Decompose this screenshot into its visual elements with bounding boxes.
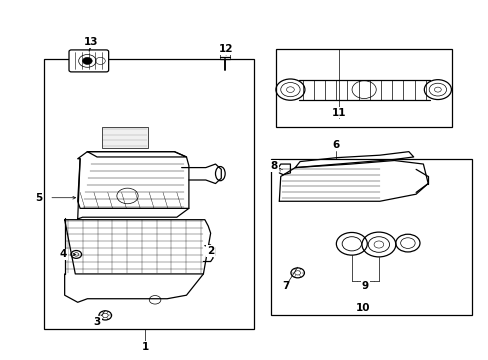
Bar xyxy=(220,53,229,59)
Bar xyxy=(44,59,254,329)
Text: 7: 7 xyxy=(281,281,289,291)
Bar xyxy=(270,159,471,315)
Text: 12: 12 xyxy=(219,44,233,54)
Text: 8: 8 xyxy=(270,161,278,171)
Text: 5: 5 xyxy=(35,193,42,203)
FancyBboxPatch shape xyxy=(69,50,108,72)
Text: 11: 11 xyxy=(331,108,346,118)
Text: 10: 10 xyxy=(355,303,369,312)
Text: 3: 3 xyxy=(93,317,101,327)
Circle shape xyxy=(82,57,92,64)
Text: 1: 1 xyxy=(142,342,149,352)
Text: 13: 13 xyxy=(83,37,98,47)
Text: 9: 9 xyxy=(361,281,368,291)
Text: 2: 2 xyxy=(206,246,214,256)
Bar xyxy=(275,49,451,127)
Text: 4: 4 xyxy=(60,249,67,260)
Text: 6: 6 xyxy=(332,140,339,149)
Bar xyxy=(102,127,147,148)
